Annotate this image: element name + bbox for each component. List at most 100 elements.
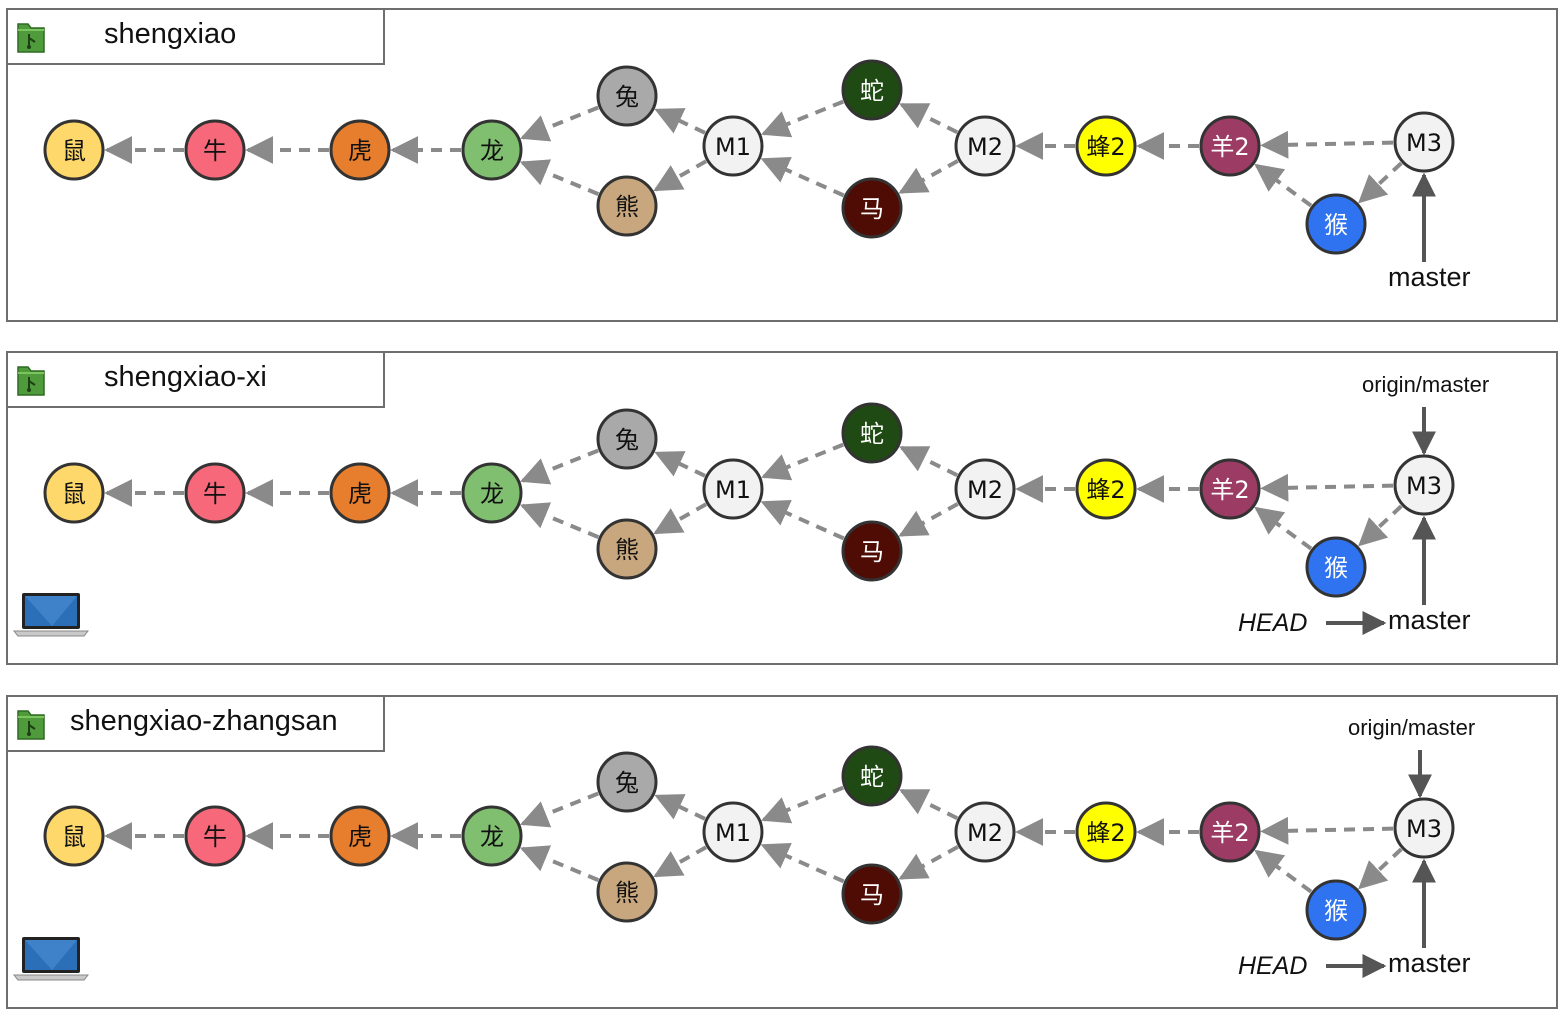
edge-she-to-m1	[761, 99, 844, 138]
commit-label: 虎	[348, 137, 372, 165]
commit-node-yang2[interactable]: 羊2	[1199, 458, 1261, 520]
commit-label: 马	[860, 195, 884, 223]
edge-m1-to-xiong	[653, 159, 708, 192]
commit-node-niu[interactable]: 牛	[184, 119, 246, 181]
edge-m3-to-hou	[1358, 504, 1403, 547]
commit-node-she[interactable]: 蛇	[841, 745, 903, 807]
commit-label: 龙	[480, 480, 504, 508]
head-ref: HEAD	[1238, 609, 1387, 637]
commit-label: M2	[967, 133, 1003, 161]
commit-circle	[1393, 454, 1455, 516]
commit-node-niu[interactable]: 牛	[184, 805, 246, 867]
commit-label: 虎	[348, 480, 372, 508]
commit-circle	[43, 119, 105, 181]
commit-node-hou[interactable]: 猴	[1305, 879, 1367, 941]
edge-m1-to-tu	[654, 451, 706, 478]
master-ref: master	[1388, 172, 1471, 292]
commit-node-xiong[interactable]: 熊	[596, 518, 658, 580]
commit-circle	[1393, 111, 1455, 173]
commit-node-shu[interactable]: 鼠	[43, 805, 105, 867]
commit-circle	[954, 115, 1016, 177]
commit-graph-xi: 鼠 牛 虎 龙 兔熊 M1 蛇马 M2 蜂2 羊2 猴 M3 master origin/master HE…	[43, 372, 1489, 637]
commit-node-ma[interactable]: 马	[841, 520, 903, 582]
commit-label: M2	[967, 476, 1003, 504]
commit-node-m2[interactable]: M2	[954, 801, 1016, 863]
commit-label: 牛	[203, 823, 227, 851]
edge-hou-to-yang2	[1254, 163, 1313, 208]
commit-label: 蜂2	[1086, 819, 1125, 847]
commit-circle	[841, 745, 903, 807]
commit-node-hu[interactable]: 虎	[329, 462, 391, 524]
master-ref: master	[1388, 858, 1471, 978]
commit-node-she[interactable]: 蛇	[841, 402, 903, 464]
commit-circle	[1199, 458, 1261, 520]
commit-node-tu[interactable]: 兔	[596, 65, 658, 127]
commit-node-shu[interactable]: 鼠	[43, 462, 105, 524]
commit-node-m2[interactable]: M2	[954, 458, 1016, 520]
commit-graph-zhangsan: 鼠 牛 虎 龙 兔熊 M1 蛇马 M2 蜂2 羊2 猴 M3 master origin/master HE…	[43, 715, 1475, 980]
commit-label: 牛	[203, 480, 227, 508]
edge-m2-to-ma	[898, 502, 959, 537]
master-label: master	[1388, 262, 1471, 292]
laptop-icon	[12, 937, 90, 981]
git-repo-folder-icon	[17, 710, 45, 740]
commit-node-xiong[interactable]: 熊	[596, 861, 658, 923]
commit-circle	[841, 402, 903, 464]
commit-circle	[1075, 801, 1137, 863]
commit-circle	[596, 175, 658, 237]
repo-name: shengxiao-zhangsan	[70, 705, 338, 737]
commit-label: 龙	[480, 137, 504, 165]
commit-circle	[1199, 801, 1261, 863]
commit-node-long[interactable]: 龙	[461, 119, 523, 181]
commit-node-xiong[interactable]: 熊	[596, 175, 658, 237]
commit-node-yang2[interactable]: 羊2	[1199, 801, 1261, 863]
edge-m1-to-xiong	[653, 845, 708, 878]
commit-node-long[interactable]: 龙	[461, 805, 523, 867]
repo-tab: shengxiao	[8, 10, 385, 65]
commit-label: 鼠	[62, 137, 86, 165]
commit-label: 虎	[348, 823, 372, 851]
edge-m3-to-yang2	[1260, 816, 1394, 845]
commit-circle	[43, 462, 105, 524]
repo-name: shengxiao	[104, 18, 237, 50]
commit-circle	[1393, 797, 1455, 859]
commit-label: 蜂2	[1086, 133, 1125, 161]
commit-node-m3[interactable]: M3	[1393, 111, 1455, 173]
edge-xiong-to-long	[519, 159, 600, 196]
commit-node-feng2[interactable]: 蜂2	[1075, 115, 1137, 177]
commit-node-yang2[interactable]: 羊2	[1199, 115, 1261, 177]
edge-m2-to-ma	[898, 159, 959, 194]
commit-node-niu[interactable]: 牛	[184, 462, 246, 524]
commit-node-hu[interactable]: 虎	[329, 119, 391, 181]
commit-node-m1[interactable]: M1	[702, 801, 764, 863]
commit-node-ma[interactable]: 马	[841, 863, 903, 925]
edge-xiong-to-long	[519, 845, 600, 882]
commit-circle	[43, 805, 105, 867]
commit-node-m1[interactable]: M1	[702, 458, 764, 520]
commit-label: 羊2	[1210, 133, 1249, 161]
commit-node-m1[interactable]: M1	[702, 115, 764, 177]
commit-node-shu[interactable]: 鼠	[43, 119, 105, 181]
edge-m2-to-she	[899, 102, 959, 135]
edge-m3-to-yang2	[1260, 473, 1394, 502]
commit-node-hou[interactable]: 猴	[1305, 193, 1367, 255]
commit-node-tu[interactable]: 兔	[596, 751, 658, 813]
commit-node-m3[interactable]: M3	[1393, 454, 1455, 516]
commit-node-m2[interactable]: M2	[954, 115, 1016, 177]
commit-node-she[interactable]: 蛇	[841, 59, 903, 121]
commit-node-ma[interactable]: 马	[841, 177, 903, 239]
commit-node-hu[interactable]: 虎	[329, 805, 391, 867]
commit-node-long[interactable]: 龙	[461, 462, 523, 524]
commit-label: 熊	[615, 193, 639, 221]
commit-label: 羊2	[1210, 819, 1249, 847]
commit-label: M2	[967, 819, 1003, 847]
commit-node-hou[interactable]: 猴	[1305, 536, 1367, 598]
edge-m1-to-tu	[654, 108, 706, 135]
commit-circle	[1305, 879, 1367, 941]
commit-node-feng2[interactable]: 蜂2	[1075, 458, 1137, 520]
commit-node-feng2[interactable]: 蜂2	[1075, 801, 1137, 863]
commit-circle	[841, 177, 903, 239]
commit-node-m3[interactable]: M3	[1393, 797, 1455, 859]
commit-node-tu[interactable]: 兔	[596, 408, 658, 470]
edge-m1-to-tu	[654, 794, 706, 821]
